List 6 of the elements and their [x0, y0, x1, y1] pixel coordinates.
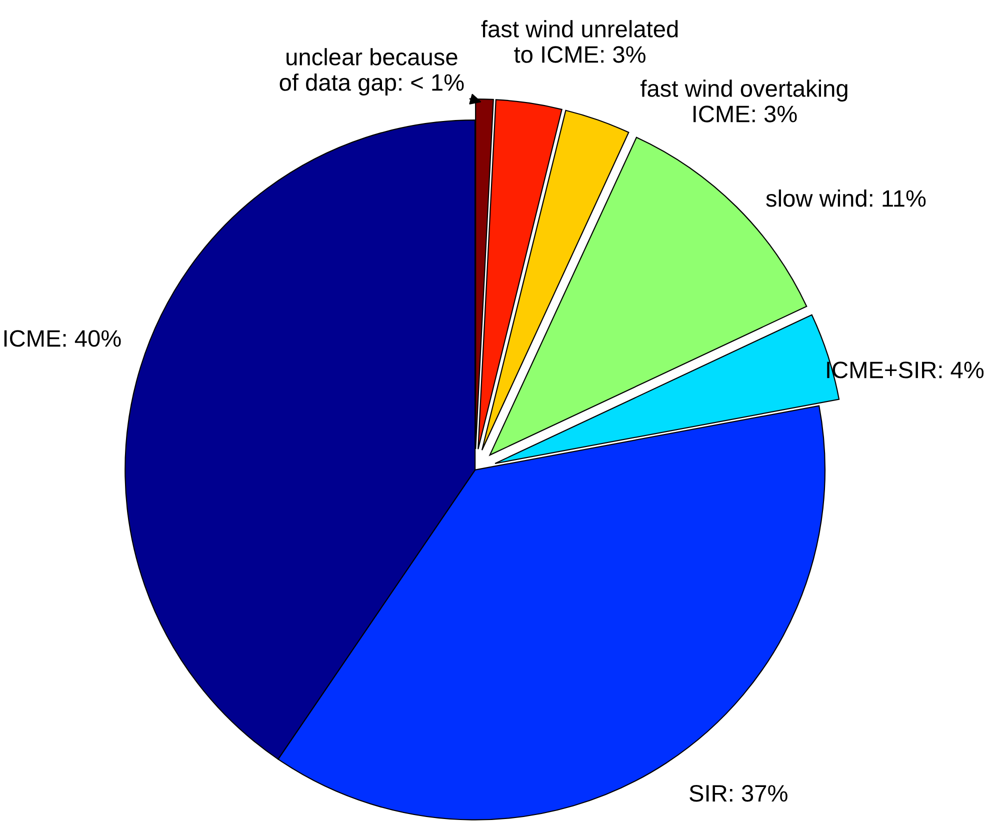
slice-label: SIR: 37% — [690, 784, 788, 802]
slice-label: fast wind unrelated to ICME: 3% — [481, 20, 678, 63]
slice-label: unclear because of data gap: < 1% — [280, 48, 464, 96]
slice-label: fast wind overtaking ICME: 3% — [640, 80, 848, 122]
slice-label: ICME: 40% — [4, 330, 121, 347]
slice-label: slow wind: 11% — [766, 189, 926, 207]
